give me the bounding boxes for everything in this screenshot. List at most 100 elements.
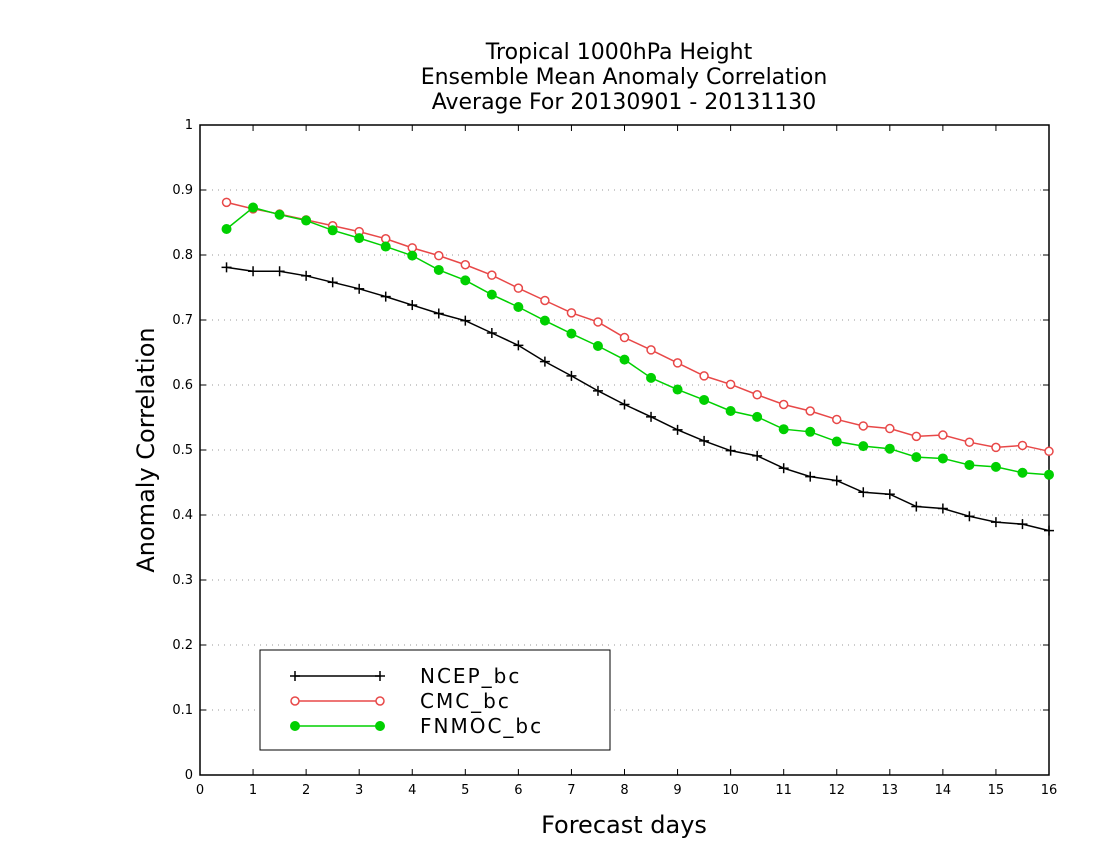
legend-marker	[290, 696, 300, 706]
data-point-ncep-bc	[646, 411, 657, 422]
data-point-cmc-bc	[540, 295, 550, 306]
data-point-ncep-bc	[354, 283, 365, 294]
data-point-fnmoc-bc	[301, 215, 312, 226]
data-point-fnmoc-bc	[327, 225, 338, 236]
data-point-cmc-bc	[434, 250, 444, 261]
x-tick-label: 2	[302, 783, 310, 798]
series-line-cmc-bc	[226, 201, 1050, 453]
x-tick-label: 5	[461, 783, 469, 798]
data-point-ncep-bc	[460, 315, 471, 326]
y-tick-label: 0.8	[172, 248, 193, 263]
data-point-fnmoc-bc	[407, 250, 418, 261]
series-layer	[221, 197, 1054, 536]
title-line-3: Average For 20130901 - 20131130	[432, 90, 817, 115]
data-point-fnmoc-bc	[513, 302, 524, 312]
y-tick-label: 0.2	[172, 638, 193, 653]
data-point-fnmoc-bc	[248, 202, 259, 213]
data-point-ncep-bc	[274, 266, 285, 277]
data-point-cmc-bc	[885, 423, 895, 434]
data-point-ncep-bc	[725, 445, 736, 456]
grid-lines	[200, 189, 1049, 711]
data-point-fnmoc-bc	[539, 315, 550, 326]
data-point-ncep-bc	[1044, 525, 1054, 536]
data-point-cmc-bc	[752, 390, 762, 400]
x-tick-label: 7	[567, 783, 575, 798]
data-point-fnmoc-bc	[274, 209, 285, 220]
data-point-cmc-bc	[487, 270, 497, 280]
data-point-fnmoc-bc	[964, 459, 975, 470]
data-point-cmc-bc	[460, 260, 471, 270]
series-line-ncep-bc	[226, 266, 1050, 532]
legend-marker	[290, 671, 300, 681]
x-tick-label: 11	[775, 783, 792, 798]
data-point-fnmoc-bc	[831, 436, 842, 447]
data-point-ncep-bc	[539, 356, 550, 367]
x-tick-label: 8	[620, 783, 628, 798]
series-cmc-bc	[221, 197, 1054, 457]
data-point-fnmoc-bc	[937, 453, 948, 464]
data-point-ncep-bc	[592, 385, 603, 396]
data-point-cmc-bc	[858, 421, 869, 431]
data-point-fnmoc-bc	[778, 424, 789, 435]
data-point-ncep-bc	[433, 308, 444, 319]
data-point-cmc-bc	[991, 442, 1001, 453]
data-point-fnmoc-bc	[884, 443, 895, 454]
y-tick-label: 0.4	[172, 508, 193, 523]
data-point-cmc-bc	[646, 345, 656, 355]
data-point-ncep-bc	[990, 517, 1001, 528]
x-tick-label: 1	[249, 783, 257, 798]
y-axis-label: Anomaly Correlation	[132, 327, 160, 572]
legend-item-cmc-bc: CMC_bc	[290, 689, 511, 713]
legend-label: NCEP_bc	[420, 664, 521, 688]
series-line-fnmoc-bc	[226, 206, 1050, 476]
chart-title: Tropical 1000hPa Height Ensemble Mean An…	[421, 40, 828, 115]
x-tick-label: 15	[988, 783, 1005, 798]
y-tick-label: 0	[185, 768, 193, 783]
data-point-ncep-bc	[752, 450, 763, 461]
x-tick-label: 0	[196, 783, 204, 798]
data-point-fnmoc-bc	[858, 441, 869, 452]
y-tick-label: 0.1	[172, 703, 193, 718]
data-point-ncep-bc	[566, 370, 577, 381]
data-point-ncep-bc	[380, 291, 391, 302]
x-tick-label: 13	[882, 783, 899, 798]
data-point-fnmoc-bc	[646, 372, 657, 383]
data-point-cmc-bc	[964, 437, 975, 447]
data-point-ncep-bc	[248, 266, 259, 277]
data-point-fnmoc-bc	[1017, 467, 1028, 478]
data-point-ncep-bc	[964, 511, 975, 522]
data-point-ncep-bc	[619, 399, 630, 410]
data-point-ncep-bc	[407, 300, 418, 311]
data-point-fnmoc-bc	[725, 406, 736, 416]
legend-item-fnmoc-bc: FNMOC_bc	[290, 714, 541, 738]
title-line-2: Ensemble Mean Anomaly Correlation	[421, 65, 828, 90]
data-point-cmc-bc	[778, 399, 789, 410]
axis-ticks: 00.10.20.30.40.50.60.70.80.910 1 2 3 4 5 6 7 8 9 1…	[172, 118, 1057, 798]
data-point-ncep-bc	[513, 340, 524, 351]
data-point-cmc-bc	[672, 358, 683, 368]
legend-marker	[375, 721, 385, 731]
data-point-cmc-bc	[566, 308, 577, 318]
title-line-1: Tropical 1000hPa Height	[485, 40, 753, 65]
data-point-fnmoc-bc	[221, 224, 232, 234]
data-point-ncep-bc	[805, 471, 816, 482]
data-point-cmc-bc	[699, 371, 709, 381]
data-point-fnmoc-bc	[566, 328, 577, 339]
legend-item-ncep-bc: NCEP_bc	[290, 664, 521, 688]
series-fnmoc-bc	[221, 202, 1054, 480]
data-point-fnmoc-bc	[752, 411, 763, 422]
x-tick-label: 4	[408, 783, 416, 798]
data-point-cmc-bc	[1044, 446, 1054, 457]
series-ncep-bc	[221, 262, 1054, 536]
data-point-fnmoc-bc	[380, 241, 391, 252]
legend-box	[259, 649, 611, 751]
y-tick-label: 0.7	[172, 313, 193, 328]
data-point-fnmoc-bc	[433, 264, 444, 275]
legend-label: CMC_bc	[420, 689, 511, 713]
x-tick-label: 10	[722, 783, 739, 798]
x-tick-label: 12	[828, 783, 845, 798]
data-point-cmc-bc	[832, 414, 842, 425]
y-tick-label: 0.9	[172, 183, 193, 198]
y-tick-label: 0.3	[172, 573, 193, 588]
